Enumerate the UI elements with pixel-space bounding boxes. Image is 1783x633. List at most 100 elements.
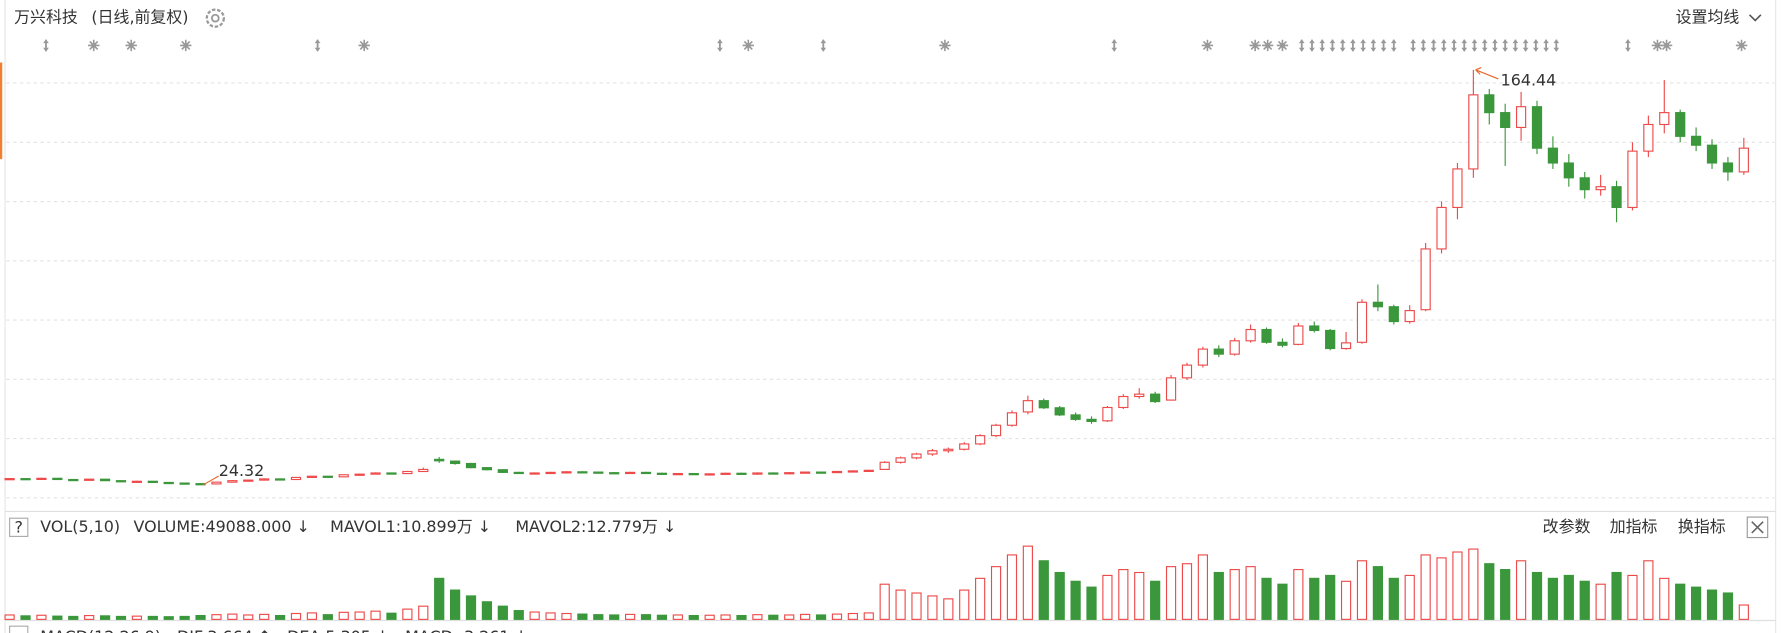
min-arrow	[202, 475, 220, 486]
volume-bar	[752, 614, 763, 620]
set-ma-button[interactable]: 设置均线	[1676, 8, 1740, 27]
volume-bar	[736, 614, 747, 620]
volume-bar	[1404, 574, 1415, 620]
settings-gear[interactable]	[205, 8, 225, 28]
volume-bar	[99, 615, 111, 620]
candle-body	[1245, 328, 1256, 342]
candle-body	[720, 472, 731, 475]
candle-body	[1484, 94, 1495, 114]
candle-body	[1468, 94, 1479, 170]
volume-bar	[911, 592, 922, 620]
volume-bar	[545, 612, 556, 620]
macd-value: DIF:3.664 ↑	[177, 627, 271, 633]
add-indicator-button[interactable]: 加指标	[1610, 517, 1658, 536]
volume-bar	[147, 615, 158, 620]
volume-bar	[704, 614, 715, 620]
candle-body	[959, 443, 970, 450]
volume-bar	[784, 614, 795, 620]
candle-body	[1197, 348, 1208, 366]
candle-body	[1388, 306, 1399, 323]
volume-bar	[1086, 586, 1097, 620]
candle-body	[688, 472, 699, 476]
close-panel-button[interactable]	[1746, 516, 1769, 539]
volume-bar	[274, 614, 286, 620]
volume-bar	[975, 577, 986, 620]
candle-body	[227, 480, 238, 483]
candle-body	[1738, 147, 1749, 173]
dropdown-chevron	[1748, 14, 1762, 22]
candle-body	[1563, 162, 1574, 179]
volume-bar	[1643, 560, 1654, 620]
volume-bar	[959, 589, 970, 620]
volume-bar	[831, 613, 843, 620]
candle-body	[847, 470, 858, 473]
macd-value: MACD:-3.261 ↓	[405, 627, 528, 633]
candle-body	[36, 477, 47, 481]
volume-bar	[656, 614, 668, 620]
candle-body	[625, 471, 636, 475]
volume-bar	[418, 605, 429, 620]
candle-body	[1611, 186, 1622, 209]
candle-body	[322, 475, 333, 478]
volume-bar	[465, 595, 477, 620]
candle-body	[418, 468, 429, 473]
volume-bar	[195, 614, 206, 620]
volume-bar	[768, 614, 779, 620]
volume-bar	[20, 615, 31, 620]
candle-body	[1356, 301, 1368, 343]
volume-bar	[672, 614, 683, 620]
help-button	[9, 625, 29, 633]
volume-bar	[1690, 586, 1702, 620]
candle-body	[1659, 112, 1670, 126]
candle-body	[1102, 406, 1113, 422]
candle-body	[1277, 341, 1288, 346]
volume-bar	[720, 614, 731, 620]
volume-bar	[1611, 571, 1622, 620]
candle-body	[434, 458, 445, 462]
volume-bar	[1659, 577, 1670, 620]
volume-bar	[84, 614, 95, 620]
candle-body	[513, 471, 524, 475]
volume-bar	[1261, 577, 1272, 620]
volume-bar	[1118, 569, 1129, 620]
volume-bar	[1213, 571, 1224, 620]
candle-body	[1006, 412, 1018, 426]
volume-bar	[1054, 571, 1065, 620]
candle-body	[1436, 206, 1447, 250]
min-price-label: 24.32	[219, 461, 265, 480]
candle-body	[1404, 310, 1415, 323]
switch-indicator-button[interactable]: 换指标	[1678, 517, 1726, 536]
candle-body	[1054, 407, 1065, 416]
candle-body	[1420, 248, 1431, 311]
candle-body	[259, 478, 270, 481]
edit-params-button[interactable]: 改参数	[1543, 517, 1591, 536]
volume-bar	[1579, 580, 1590, 620]
volume-bar	[1627, 574, 1638, 620]
volume-bar	[1452, 551, 1463, 620]
volume-bar	[497, 605, 508, 620]
candle-body	[1118, 395, 1129, 409]
candle-body	[975, 435, 986, 445]
help-mark: ?	[14, 517, 22, 536]
volume-bar	[1165, 566, 1177, 620]
volume-bar	[179, 615, 190, 620]
volume-bar	[449, 589, 461, 620]
volume-bar	[1356, 560, 1368, 620]
volume-bar	[800, 613, 811, 620]
candle-body	[1627, 150, 1638, 209]
candle-body	[863, 469, 874, 473]
volume-bar	[1197, 554, 1208, 620]
volume-bar	[688, 614, 699, 620]
candle-body	[1134, 393, 1145, 398]
volume-bar	[1547, 577, 1559, 620]
chart-subtitle: (日线,前复权)	[91, 8, 188, 27]
volume-bar	[1006, 554, 1018, 620]
candle-body	[704, 473, 715, 476]
candle-body	[4, 478, 15, 481]
candle-body	[1579, 177, 1590, 191]
help-button[interactable]	[9, 517, 29, 537]
volume-bar	[879, 583, 890, 620]
candle-body	[815, 471, 827, 474]
candle-body	[1150, 393, 1161, 403]
